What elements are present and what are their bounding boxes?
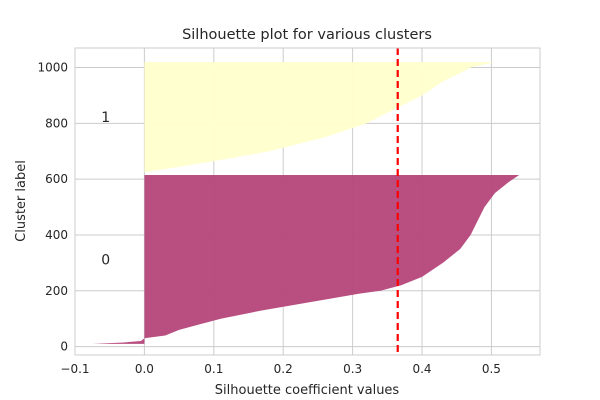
cluster-label-0: 0 (101, 252, 110, 268)
x-tick-labels: −0.1 0.0 0.1 0.2 0.3 0.4 0.5 (60, 362, 501, 376)
x-tick-label: 0.5 (482, 362, 501, 376)
x-tick-label: −0.1 (60, 362, 89, 376)
plot-frame (74, 47, 541, 356)
cluster-1-silhouette (144, 61, 495, 173)
y-axis-label: Cluster label (14, 160, 29, 242)
cluster-labels: 01 (101, 110, 110, 268)
y-tick-label: 200 (45, 284, 68, 298)
x-tick-label: 0.2 (274, 362, 293, 376)
x-axis-label: Silhouette coefficient values (215, 383, 400, 398)
axes-spines (74, 47, 541, 356)
x-tick-label: 0.3 (343, 362, 362, 376)
y-tick-label: 800 (45, 116, 68, 130)
chart-title: Silhouette plot for various clusters (182, 27, 432, 43)
y-tick-label: 1000 (37, 61, 68, 75)
y-tick-label: 600 (45, 172, 68, 186)
x-tick-label: 0.1 (204, 362, 223, 376)
y-tick-label: 0 (60, 340, 68, 354)
y-tick-labels: 0 200 400 600 800 1000 (37, 61, 68, 354)
cluster-0-silhouette (92, 174, 520, 344)
x-tick-label: 0.4 (412, 362, 431, 376)
y-tick-label: 400 (45, 228, 68, 242)
silhouette-fills (92, 61, 520, 344)
x-tick-label: 0.0 (135, 362, 154, 376)
cluster-label-1: 1 (101, 110, 110, 126)
